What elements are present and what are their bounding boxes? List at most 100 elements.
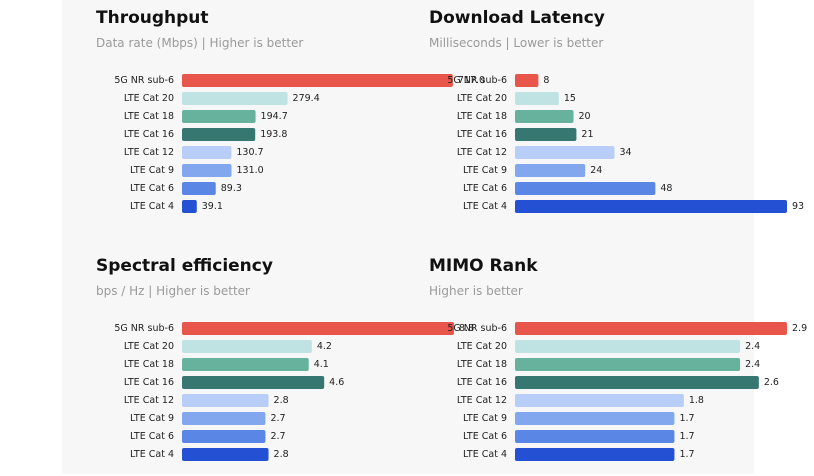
value-label-lte-cat-16: 4.6	[329, 377, 344, 388]
bar-lte-cat-18	[515, 358, 741, 371]
bar-lte-cat-16	[515, 376, 759, 389]
spectral-efficiency-bar-chart: 5G NR sub-6 8.8 LTE Cat 20 4.2 LTE Cat 18 4.1…	[114, 322, 474, 461]
category-label-lte-cat-18: LTE Cat 18	[124, 111, 174, 122]
bar-lte-cat-12	[515, 146, 615, 159]
category-label-lte-cat-9: LTE Cat 9	[463, 413, 507, 424]
value-label-lte-cat-4: 93	[792, 201, 804, 212]
download-latency-bar-chart: 5G NR sub-6 8 LTE Cat 20 15 LTE Cat 18 20 LTE …	[447, 74, 804, 213]
value-label-lte-cat-16: 2.6	[764, 377, 779, 388]
value-label-lte-cat-18: 4.1	[314, 359, 329, 370]
bar-lte-cat-20	[515, 92, 559, 105]
bar-lte-cat-16	[515, 128, 577, 141]
bar-lte-cat-20	[182, 340, 312, 353]
mimo-rank-panel: MIMO Rank Higher is better 5G NR sub-6 2.…	[429, 256, 807, 476]
category-label-lte-cat-4: LTE Cat 4	[463, 449, 507, 460]
category-label-lte-cat-4: LTE Cat 4	[130, 201, 174, 212]
bar-5g-nr-sub-6	[515, 322, 787, 335]
value-label-5g-nr-sub-6: 2.9	[792, 323, 807, 334]
bar-lte-cat-4	[515, 200, 787, 213]
value-label-lte-cat-9: 2.7	[270, 413, 285, 424]
value-label-5g-nr-sub-6: 8	[543, 75, 549, 86]
category-label-lte-cat-16: LTE Cat 16	[124, 377, 174, 388]
bar-lte-cat-16	[182, 128, 256, 141]
bar-lte-cat-6	[182, 182, 216, 195]
value-label-lte-cat-6: 2.7	[270, 431, 285, 442]
bar-5g-nr-sub-6	[515, 74, 539, 87]
category-label-lte-cat-12: LTE Cat 12	[457, 395, 507, 406]
category-label-5g-nr-sub-6: 5G NR sub-6	[447, 323, 507, 334]
category-label-lte-cat-12: LTE Cat 12	[124, 395, 174, 406]
value-label-lte-cat-20: 2.4	[745, 341, 760, 352]
throughput-panel: Throughput Data rate (Mbps) | Higher is …	[96, 8, 485, 228]
value-label-lte-cat-18: 20	[578, 111, 590, 122]
category-label-lte-cat-18: LTE Cat 18	[124, 359, 174, 370]
category-label-5g-nr-sub-6: 5G NR sub-6	[447, 75, 507, 86]
category-label-lte-cat-16: LTE Cat 16	[457, 129, 507, 140]
value-label-lte-cat-4: 2.8	[274, 449, 289, 460]
bar-lte-cat-6	[515, 430, 675, 443]
category-label-5g-nr-sub-6: 5G NR sub-6	[114, 75, 174, 86]
bar-lte-cat-6	[515, 182, 656, 195]
spectral-efficiency-panel: Spectral efficiency bps / Hz | Higher is…	[96, 256, 474, 476]
value-label-lte-cat-6: 89.3	[221, 183, 242, 194]
bar-lte-cat-9	[515, 412, 675, 425]
throughput-bar-chart: 5G NR sub-6 717.0 LTE Cat 20 279.4 LTE Cat 1…	[114, 74, 485, 213]
value-label-lte-cat-18: 194.7	[261, 111, 288, 122]
value-label-lte-cat-20: 279.4	[293, 93, 320, 104]
value-label-lte-cat-18: 2.4	[745, 359, 760, 370]
value-label-lte-cat-12: 130.7	[236, 147, 263, 158]
bar-lte-cat-12	[515, 394, 684, 407]
category-label-lte-cat-9: LTE Cat 9	[130, 413, 174, 424]
category-label-lte-cat-6: LTE Cat 6	[130, 431, 174, 442]
value-label-lte-cat-16: 21	[581, 129, 593, 140]
value-label-lte-cat-6: 1.7	[679, 431, 694, 442]
value-label-lte-cat-6: 48	[660, 183, 672, 194]
panel-title: Spectral efficiency	[96, 256, 273, 276]
value-label-lte-cat-20: 4.2	[317, 341, 332, 352]
mimo-rank-bar-chart: 5G NR sub-6 2.9 LTE Cat 20 2.4 LTE Cat 18 2.4…	[447, 322, 807, 461]
category-label-lte-cat-6: LTE Cat 6	[463, 431, 507, 442]
value-label-lte-cat-9: 131.0	[236, 165, 263, 176]
category-label-lte-cat-20: LTE Cat 20	[124, 93, 174, 104]
panel-title: Throughput	[96, 8, 209, 28]
category-label-lte-cat-9: LTE Cat 9	[463, 165, 507, 176]
category-label-lte-cat-18: LTE Cat 18	[457, 359, 507, 370]
bar-lte-cat-9	[182, 412, 266, 425]
category-label-lte-cat-12: LTE Cat 12	[457, 147, 507, 158]
bar-5g-nr-sub-6	[182, 74, 453, 87]
category-label-5g-nr-sub-6: 5G NR sub-6	[114, 323, 174, 334]
category-label-lte-cat-20: LTE Cat 20	[457, 341, 507, 352]
bar-5g-nr-sub-6	[182, 322, 454, 335]
category-label-lte-cat-6: LTE Cat 6	[130, 183, 174, 194]
value-label-lte-cat-4: 39.1	[202, 201, 223, 212]
category-label-lte-cat-4: LTE Cat 4	[463, 201, 507, 212]
panel-subtitle: Higher is better	[429, 284, 523, 298]
bar-lte-cat-9	[515, 164, 586, 177]
category-label-lte-cat-16: LTE Cat 16	[124, 129, 174, 140]
category-label-lte-cat-9: LTE Cat 9	[130, 165, 174, 176]
bar-lte-cat-9	[182, 164, 232, 177]
panel-subtitle: Data rate (Mbps) | Higher is better	[96, 36, 304, 50]
category-label-lte-cat-20: LTE Cat 20	[457, 93, 507, 104]
bar-lte-cat-6	[182, 430, 266, 443]
value-label-lte-cat-9: 24	[590, 165, 602, 176]
bar-lte-cat-12	[182, 146, 232, 159]
bar-lte-cat-12	[182, 394, 269, 407]
value-label-5g-nr-sub-6: 8.8	[459, 323, 474, 334]
value-label-lte-cat-20: 15	[564, 93, 576, 104]
bar-lte-cat-4	[182, 200, 197, 213]
bar-lte-cat-18	[182, 110, 256, 123]
bar-lte-cat-16	[182, 376, 325, 389]
bar-lte-cat-20	[182, 92, 288, 105]
category-label-lte-cat-20: LTE Cat 20	[124, 341, 174, 352]
panel-title: Download Latency	[429, 8, 605, 28]
panel-title: MIMO Rank	[429, 256, 538, 276]
value-label-lte-cat-12: 2.8	[274, 395, 289, 406]
panel-subtitle: bps / Hz | Higher is better	[96, 284, 250, 298]
category-label-lte-cat-4: LTE Cat 4	[130, 449, 174, 460]
value-label-lte-cat-12: 1.8	[689, 395, 704, 406]
value-label-lte-cat-16: 193.8	[260, 129, 287, 140]
category-label-lte-cat-16: LTE Cat 16	[457, 377, 507, 388]
bar-lte-cat-4	[515, 448, 675, 461]
bar-lte-cat-18	[515, 110, 574, 123]
